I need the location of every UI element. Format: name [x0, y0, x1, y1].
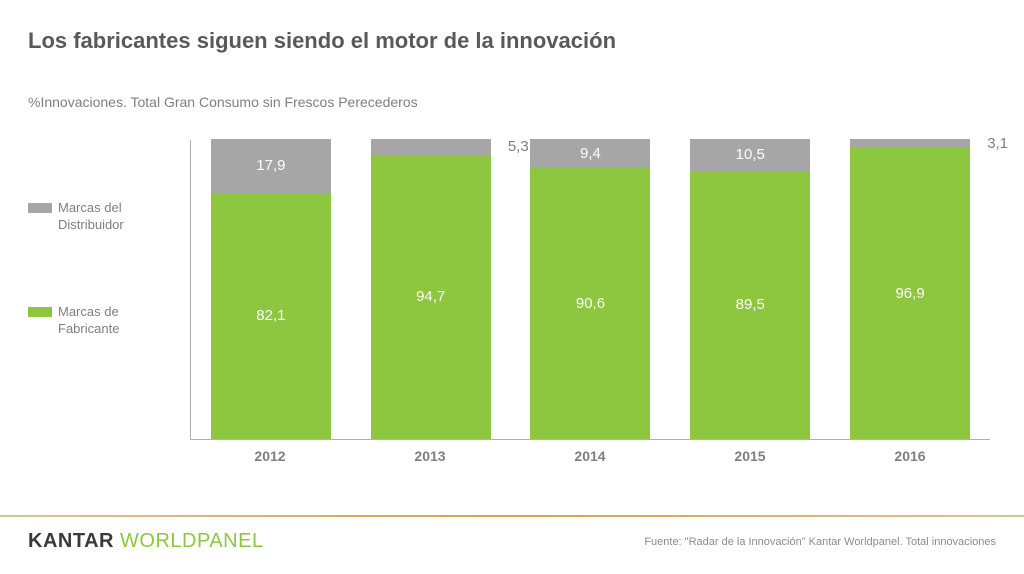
x-axis-label: 2014	[530, 448, 650, 464]
stacked-bar-chart: 17,9 82,1 5,3 94,7 9,4 90,6 10,5 89,5 3,1 96,9 20…	[190, 140, 990, 470]
bar-column: 5,3 94,7	[371, 139, 491, 439]
brand-logo: KANTAR WORLDPANEL	[28, 530, 264, 553]
chart-plot: 17,9 82,1 5,3 94,7 9,4 90,6 10,5 89,5 3,1 96,9	[190, 140, 990, 440]
x-axis-label: 2016	[850, 448, 970, 464]
bar-segment-distribuidor: 5,3	[371, 139, 491, 155]
legend-label: Marcas del Distribuidor	[58, 200, 148, 234]
bar-column: 10,5 89,5	[690, 139, 810, 439]
logo-part-kantar: KANTAR	[28, 530, 120, 552]
source-caption: Fuente: "Radar de la Innovación" Kantar …	[644, 536, 996, 548]
bar-segment-fabricante: 94,7	[371, 155, 491, 439]
bar-segment-distribuidor: 10,5	[690, 139, 810, 171]
bar-value-label: 5,3	[508, 138, 529, 155]
legend-swatch-icon	[28, 307, 52, 317]
x-axis-label: 2013	[370, 448, 490, 464]
bar-segment-fabricante: 82,1	[211, 193, 331, 439]
bar-column: 9,4 90,6	[530, 139, 650, 439]
bar-value-label: 90,6	[576, 295, 605, 312]
x-axis-labels: 2012 2013 2014 2015 2016	[190, 448, 990, 464]
bar-value-label: 3,1	[987, 135, 1008, 152]
footer-divider	[0, 515, 1024, 517]
bar-segment-fabricante: 90,6	[530, 167, 650, 439]
legend-item-fabricante: Marcas de Fabricante	[28, 304, 148, 338]
bar-segment-distribuidor: 9,4	[530, 139, 650, 167]
bar-column: 3,1 96,9	[850, 139, 970, 439]
bar-segment-distribuidor: 3,1	[850, 139, 970, 148]
bar-column: 17,9 82,1	[211, 139, 331, 439]
chart-subtitle: %Innovaciones. Total Gran Consumo sin Fr…	[28, 94, 418, 110]
bar-segment-distribuidor: 17,9	[211, 139, 331, 193]
bar-value-label: 89,5	[736, 296, 765, 313]
page-title: Los fabricantes siguen siendo el motor d…	[28, 28, 616, 54]
bar-value-label: 82,1	[256, 307, 285, 324]
logo-part-worldpanel: WORLDPANEL	[120, 530, 264, 552]
bar-value-label: 10,5	[736, 146, 765, 163]
legend-item-distribuidor: Marcas del Distribuidor	[28, 200, 148, 234]
bar-value-label: 94,7	[416, 288, 445, 305]
bar-segment-fabricante: 89,5	[690, 171, 810, 440]
bar-segment-fabricante: 96,9	[850, 148, 970, 439]
legend: Marcas del Distribuidor Marcas de Fabric…	[28, 200, 148, 408]
legend-label: Marcas de Fabricante	[58, 304, 148, 338]
bar-value-label: 17,9	[256, 157, 285, 174]
x-axis-label: 2015	[690, 448, 810, 464]
bar-value-label: 9,4	[580, 145, 601, 162]
bar-value-label: 96,9	[895, 285, 924, 302]
x-axis-label: 2012	[210, 448, 330, 464]
legend-swatch-icon	[28, 203, 52, 213]
